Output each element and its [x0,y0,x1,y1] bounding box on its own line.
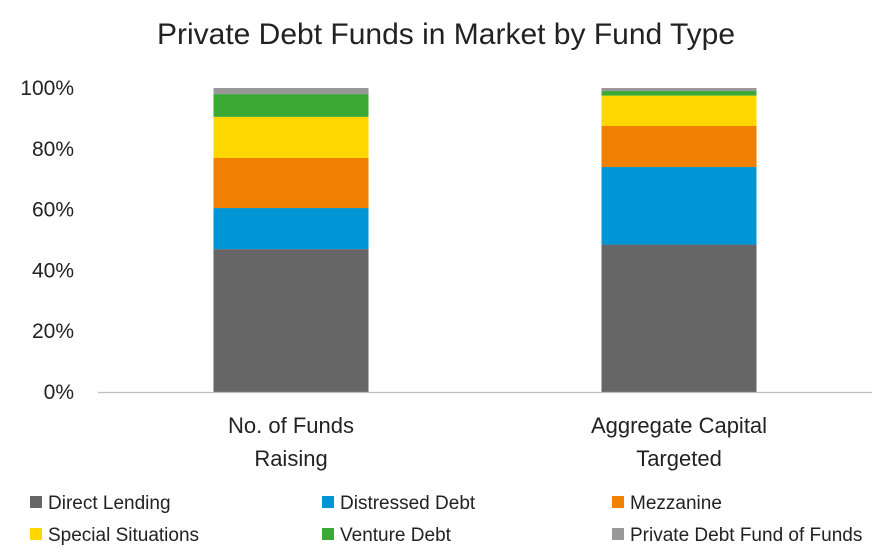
bar-segment [601,88,757,92]
legend-label: Venture Debt [340,525,452,546]
x-tick-label: No. of Funds [228,413,354,438]
bar-segment [601,126,757,168]
x-tick-label: Targeted [636,446,722,471]
bar-segment [213,94,369,117]
legend-swatch [322,496,334,508]
bar-segment [601,95,757,126]
legend-swatch [30,496,42,508]
bar-segment [213,208,369,250]
bar-segment [601,167,757,245]
y-tick-label: 20% [32,320,74,343]
chart-title: Private Debt Funds in Market by Fund Typ… [157,18,735,51]
legend-label: Private Debt Fund of Funds [630,525,862,546]
y-axis: 0% 20% 40% 60% 80% 100% [20,77,74,404]
legend-swatch [30,528,42,540]
x-axis-labels: No. of Funds Raising Aggregate Capital Targ… [228,413,767,471]
bars [213,88,757,392]
legend-swatch [612,528,624,540]
bar-segment [213,116,369,158]
y-tick-label: 80% [32,138,74,161]
legend-swatch [322,528,334,540]
legend-swatch [612,496,624,508]
x-tick-label: Aggregate Capital [591,413,767,438]
bar-segment [601,244,757,392]
bar-segment [213,249,369,392]
bar-segment [213,157,369,209]
bar-segment [213,88,369,95]
legend: Direct Lending Distressed Debt Mezzanine Sp… [30,493,862,546]
bar-segment [601,91,757,96]
legend-label: Special Situations [48,525,199,546]
x-tick-label: Raising [254,446,327,471]
y-tick-label: 40% [32,259,74,282]
legend-label: Direct Lending [48,493,171,514]
legend-label: Distressed Debt [340,493,476,514]
y-tick-label: 0% [44,381,74,404]
y-tick-label: 60% [32,199,74,222]
legend-label: Mezzanine [630,493,722,514]
y-tick-label: 100% [20,77,74,100]
